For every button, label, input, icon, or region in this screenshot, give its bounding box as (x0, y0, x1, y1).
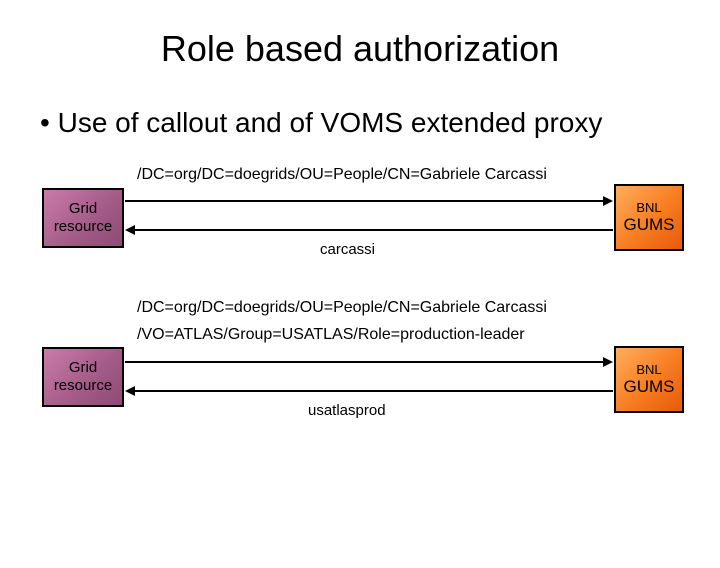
grid-label-1b: resource (54, 218, 112, 236)
grid-resource-box-1: Grid resource (42, 188, 124, 248)
gums-main-2: GUMS (624, 377, 675, 397)
grid-resource-box-2: Grid resource (42, 347, 124, 407)
grid-label-2a: Grid (69, 359, 97, 377)
voms-text: /VO=ATLAS/Group=USATLAS/Role=production-… (137, 326, 525, 344)
arrow-right-2 (125, 361, 603, 363)
grid-label-2b: resource (54, 377, 112, 395)
gums-box-1: BNL GUMS (614, 184, 684, 251)
gums-bnl-1: BNL (636, 200, 661, 216)
arrow-left-1 (135, 229, 613, 231)
arrow-right-head-1 (603, 196, 613, 206)
response-1: carcassi (320, 241, 375, 258)
gums-bnl-2: BNL (636, 362, 661, 378)
diagram-area: /DC=org/DC=doegrids/OU=People/CN=Gabriel… (0, 166, 720, 466)
dn-text-1: /DC=org/DC=doegrids/OU=People/CN=Gabriel… (137, 166, 547, 184)
response-2: usatlasprod (308, 402, 386, 419)
arrow-right-head-2 (603, 357, 613, 367)
grid-label-1a: Grid (69, 200, 97, 218)
gums-main-1: GUMS (624, 215, 675, 235)
arrow-left-head-2 (125, 386, 135, 396)
arrow-left-2 (135, 390, 613, 392)
slide-title: Role based authorization (0, 28, 720, 70)
dn-text-2: /DC=org/DC=doegrids/OU=People/CN=Gabriel… (137, 299, 547, 317)
bullet-point: Use of callout and of VOMS extended prox… (40, 105, 720, 141)
arrow-right-1 (125, 200, 603, 202)
arrow-left-head-1 (125, 225, 135, 235)
gums-box-2: BNL GUMS (614, 346, 684, 413)
